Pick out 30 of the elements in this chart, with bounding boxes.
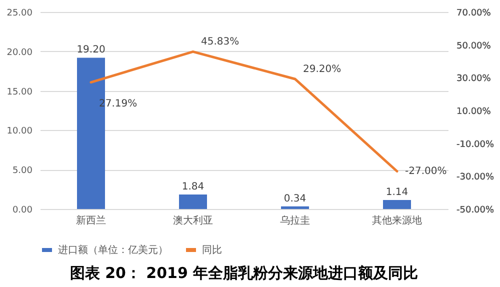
y2-tick-label: 10.00% [456,107,492,117]
y2-tick-label: -50.00% [456,206,495,216]
data-label: -27.00% [405,166,447,178]
x-tick-label: 新西兰 [76,214,106,226]
x-tick-label: 乌拉圭 [280,214,310,226]
data-label: 1.14 [386,187,408,198]
y-tick-label: 5.00 [12,166,33,176]
y2-tick-label: 70.00% [456,8,492,18]
y2-tick-label: 50.00% [456,41,492,52]
x-tick-label: 澳大利亚 [173,214,213,226]
data-label: 1.84 [182,182,204,192]
y-tick-label: 0.00 [12,206,33,216]
data-label: 29.20% [303,64,342,75]
y-tick-label: 10.00 [6,126,33,137]
bar [179,194,207,209]
data-label: 19.20 [76,44,106,56]
bar [383,200,411,209]
data-label: 45.83% [201,36,240,48]
y2-tick-label: -30.00% [456,172,495,183]
legend-label: 进口额（单位：亿美元） [58,244,168,256]
y-tick-label: 15.00 [6,87,33,98]
y2-tick-label: 30.00% [456,74,492,84]
y-tick-label: 20.00 [6,48,33,58]
legend-label: 同比 [202,244,222,256]
y-tick-label: 25.00 [6,8,33,18]
bar [281,206,309,209]
text: 图表 20： 2019 年全脂乳粉分来源地进口额及同比 [70,264,418,282]
y2-tick-label: -10.00% [456,140,495,150]
data-label: 0.34 [284,193,306,204]
x-tick-label: 其他来源地 [372,214,422,226]
